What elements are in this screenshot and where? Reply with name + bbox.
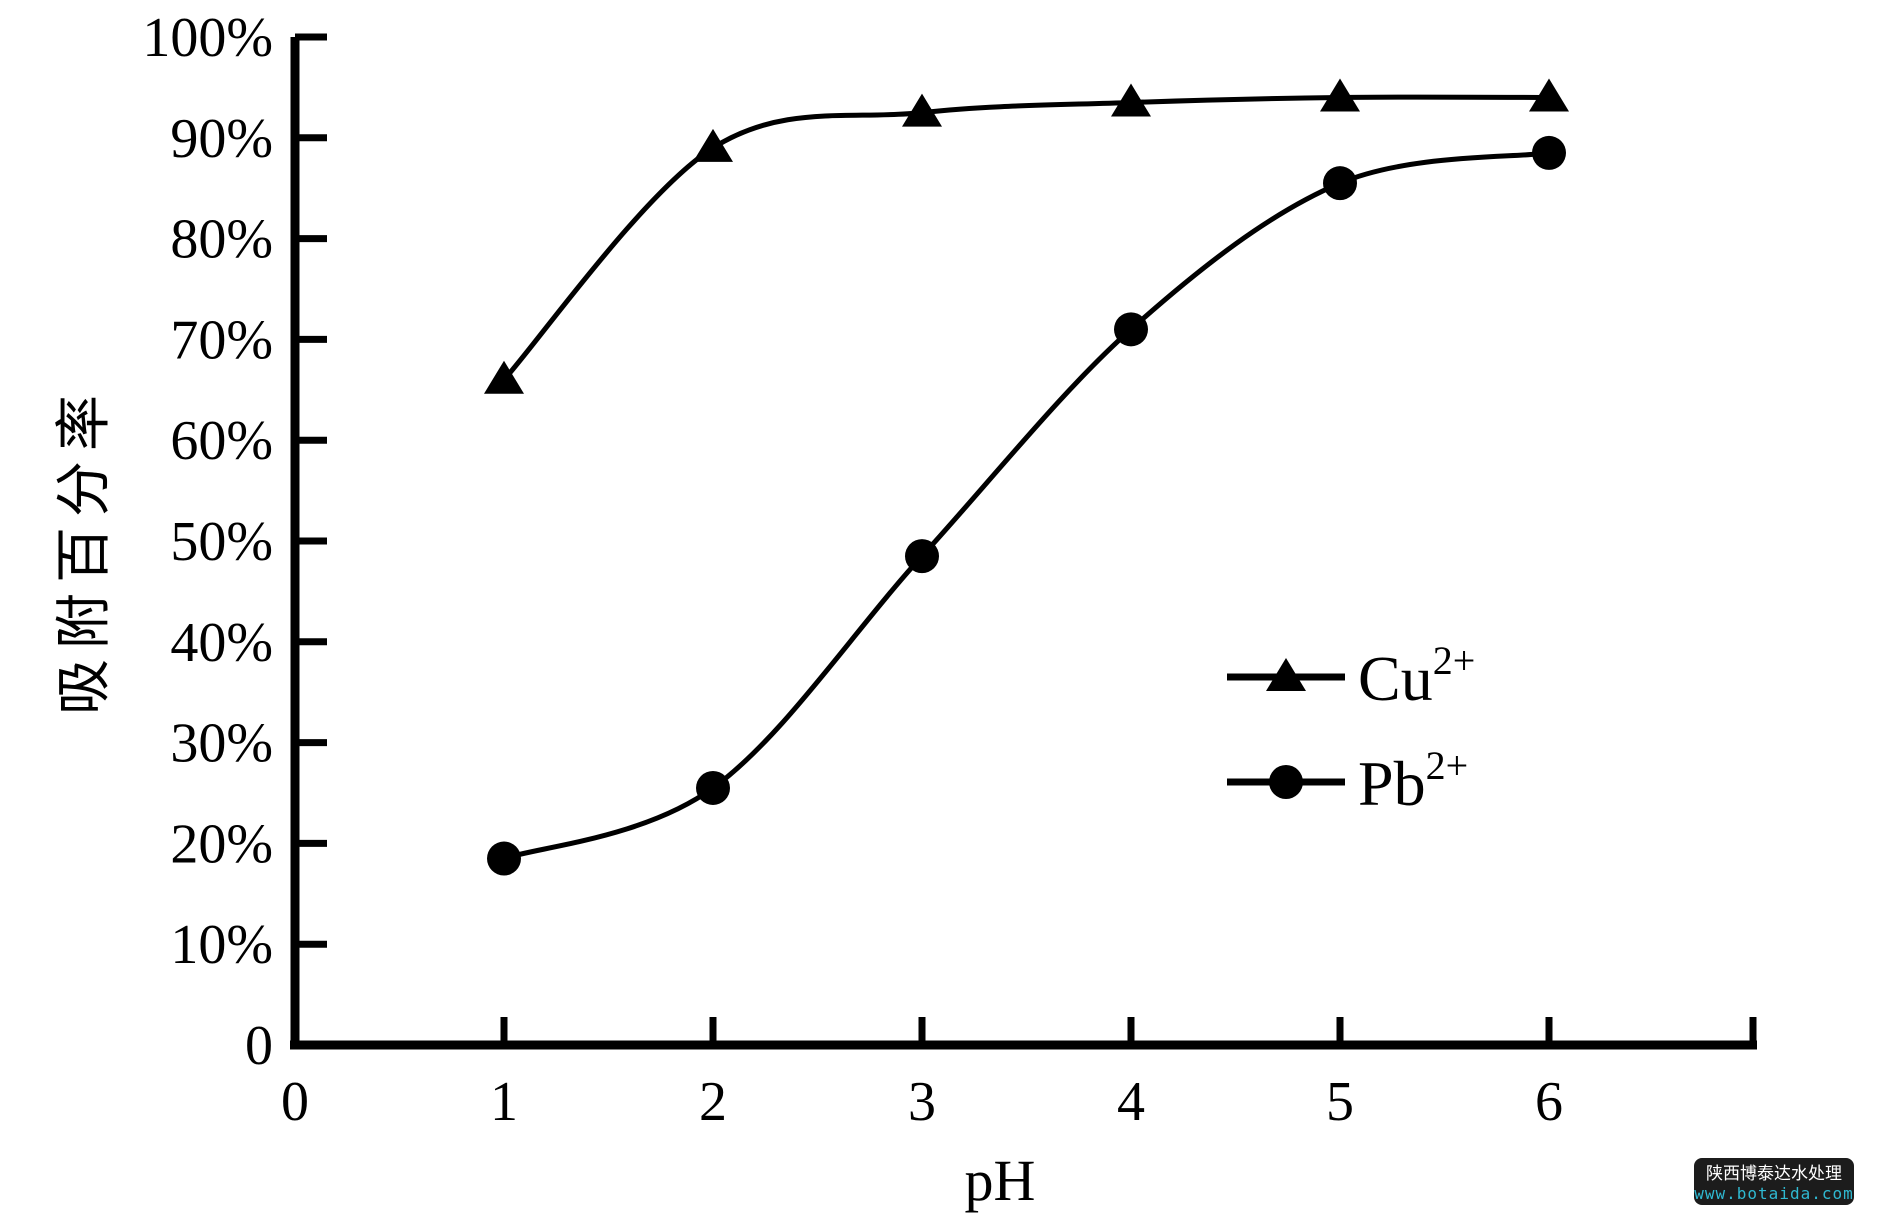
pb-series-marker xyxy=(1323,166,1357,201)
y-tick-label: 70% xyxy=(170,309,273,371)
legend: Cu2+ Pb2+ xyxy=(1227,638,1475,819)
data-series xyxy=(484,78,1569,876)
y-tick-label: 100% xyxy=(142,7,273,69)
y-tick-label: 30% xyxy=(170,713,273,775)
x-tick-label: 1 xyxy=(490,1071,518,1133)
watermark-company: 陕西博泰达水处理 xyxy=(1706,1164,1842,1184)
x-tick-label: 4 xyxy=(1117,1071,1145,1133)
legend-cu-label: Cu2+ xyxy=(1358,638,1475,714)
cu-series-marker xyxy=(1529,78,1569,112)
y-tick-label: 80% xyxy=(170,209,273,271)
x-tick-label: 5 xyxy=(1326,1071,1354,1133)
x-tick-label: 3 xyxy=(908,1071,936,1133)
cu-series-marker xyxy=(693,128,733,162)
y-tick-label: 10% xyxy=(170,914,273,976)
y-tick-label: 20% xyxy=(170,813,273,875)
cu-series-marker xyxy=(902,93,942,127)
y-tick-label: 50% xyxy=(170,511,273,573)
y-tick-label: 40% xyxy=(170,612,273,674)
x-axis-ticks: 0 1 2 3 4 5 6 xyxy=(281,1017,1757,1133)
legend-item-pb: Pb2+ xyxy=(1227,743,1468,819)
cu-series-marker xyxy=(1111,83,1151,117)
axes xyxy=(290,37,1757,1050)
y-tick-label: 60% xyxy=(170,410,273,472)
legend-item-cu: Cu2+ xyxy=(1227,638,1475,714)
y-tick-label: 90% xyxy=(170,108,273,170)
x-tick-label: 2 xyxy=(699,1071,727,1133)
pb-series-marker xyxy=(905,539,939,574)
legend-pb-label: Pb2+ xyxy=(1358,743,1468,819)
watermark-background xyxy=(1694,1158,1854,1205)
x-tick-label: 0 xyxy=(281,1071,309,1133)
y-axis-title: 吸附百分率 xyxy=(54,385,116,715)
cu-series-marker xyxy=(484,360,524,394)
x-axis-title: pH xyxy=(965,1148,1036,1213)
cu-series-line xyxy=(502,94,1550,382)
pb-series-marker xyxy=(696,770,730,805)
watermark: 陕西博泰达水处理 www.botaida.com xyxy=(1694,1158,1854,1205)
pb-series-marker xyxy=(487,841,521,876)
x-tick-label: 6 xyxy=(1535,1071,1563,1133)
cu-series-marker xyxy=(1320,78,1360,112)
pb-series-marker xyxy=(1114,312,1148,347)
pb-series-marker xyxy=(1532,135,1566,170)
y-tick-label: 0 xyxy=(245,1015,273,1077)
watermark-url: www.botaida.com xyxy=(1694,1184,1854,1203)
legend-pb-marker xyxy=(1269,765,1303,799)
legend-cu-marker xyxy=(1266,658,1306,691)
y-axis-ticks: 0 10% 20% 30% 40% 50% 60% 70% 80% 90% 100% xyxy=(142,7,327,1077)
